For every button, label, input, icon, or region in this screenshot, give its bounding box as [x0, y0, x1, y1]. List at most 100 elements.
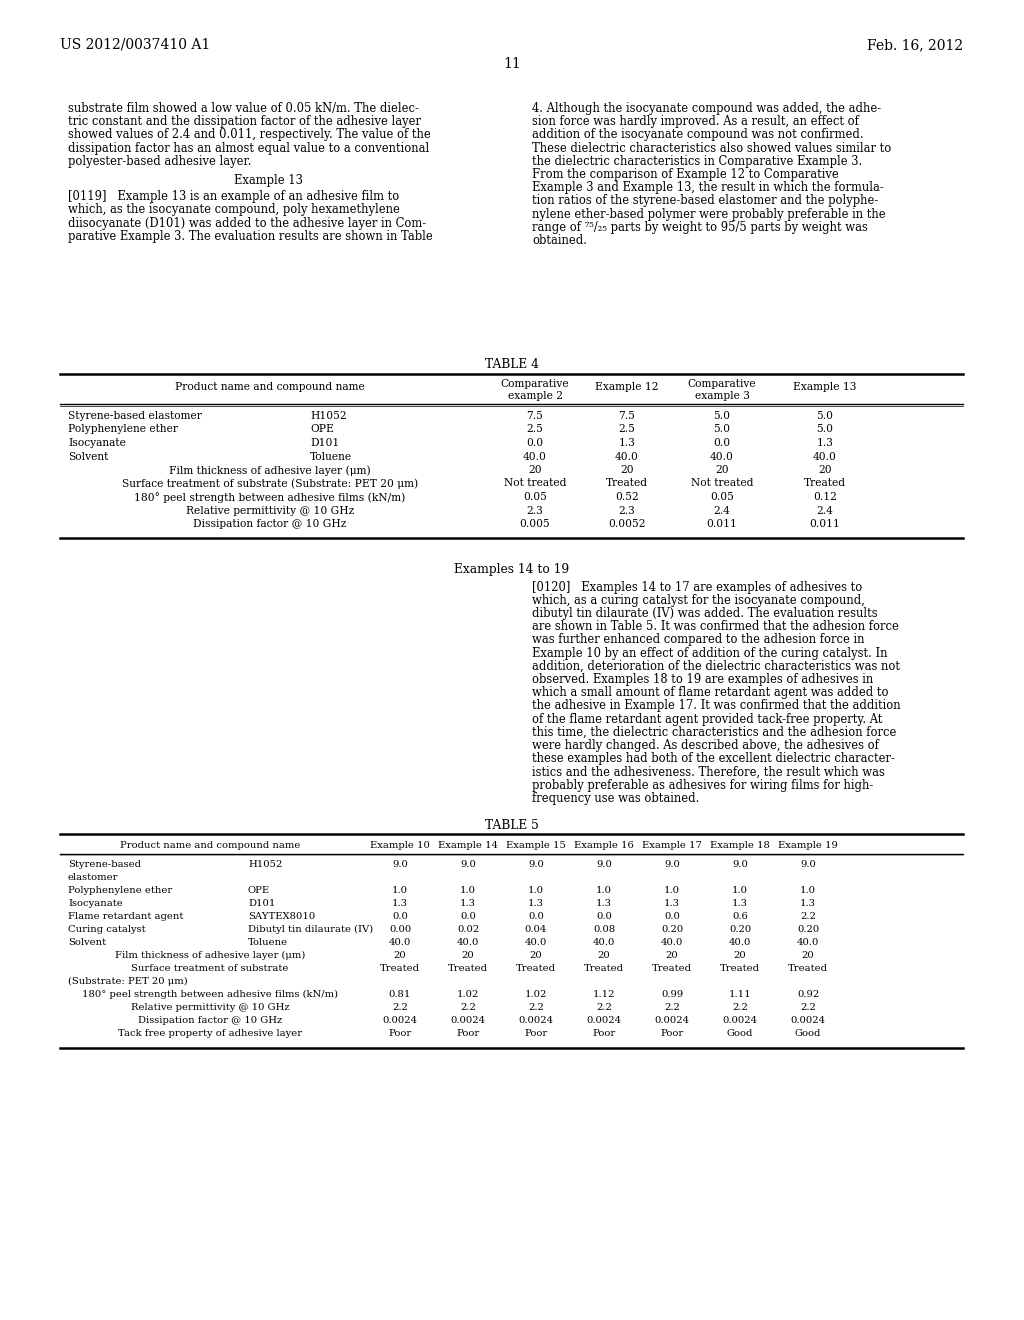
Text: 7.5: 7.5	[526, 411, 544, 421]
Text: 40.0: 40.0	[813, 451, 837, 462]
Text: addition of the isocyanate compound was not confirmed.: addition of the isocyanate compound was …	[532, 128, 863, 141]
Text: tion ratios of the styrene-based elastomer and the polyphe-: tion ratios of the styrene-based elastom…	[532, 194, 879, 207]
Text: (Substrate: PET 20 μm): (Substrate: PET 20 μm)	[68, 977, 187, 986]
Text: 40.0: 40.0	[615, 451, 639, 462]
Text: 1.3: 1.3	[528, 899, 544, 908]
Text: addition, deterioration of the dielectric characteristics was not: addition, deterioration of the dielectri…	[532, 660, 900, 673]
Text: 9.0: 9.0	[800, 859, 816, 869]
Text: Film thickness of adhesive layer (μm): Film thickness of adhesive layer (μm)	[115, 950, 305, 960]
Text: Poor: Poor	[524, 1028, 548, 1038]
Text: which, as the isocyanate compound, poly hexamethylene: which, as the isocyanate compound, poly …	[68, 203, 400, 216]
Text: 2.5: 2.5	[526, 425, 544, 434]
Text: 9.0: 9.0	[664, 859, 680, 869]
Text: 9.0: 9.0	[460, 859, 476, 869]
Text: 2.2: 2.2	[528, 1003, 544, 1012]
Text: which, as a curing catalyst for the isocyanate compound,: which, as a curing catalyst for the isoc…	[532, 594, 865, 607]
Text: 0.0052: 0.0052	[608, 519, 646, 529]
Text: 1.0: 1.0	[528, 886, 544, 895]
Text: 20: 20	[666, 950, 678, 960]
Text: Treated: Treated	[449, 964, 488, 973]
Text: [0120]   Examples 14 to 17 are examples of adhesives to: [0120] Examples 14 to 17 are examples of…	[532, 581, 862, 594]
Text: TABLE 4: TABLE 4	[485, 358, 539, 371]
Text: 2.4: 2.4	[714, 506, 730, 516]
Text: 1.3: 1.3	[732, 899, 748, 908]
Text: 0.52: 0.52	[615, 492, 639, 502]
Text: Example 12: Example 12	[595, 381, 658, 392]
Text: 9.0: 9.0	[732, 859, 748, 869]
Text: 20: 20	[715, 465, 729, 475]
Text: Poor: Poor	[457, 1028, 479, 1038]
Text: 0.92: 0.92	[797, 990, 819, 999]
Text: Example 14: Example 14	[438, 841, 498, 850]
Text: frequency use was obtained.: frequency use was obtained.	[532, 792, 699, 805]
Text: 0.0024: 0.0024	[791, 1016, 825, 1024]
Text: Product name and compound name: Product name and compound name	[175, 381, 365, 392]
Text: 40.0: 40.0	[710, 451, 734, 462]
Text: 0.81: 0.81	[389, 990, 412, 999]
Text: Poor: Poor	[660, 1028, 684, 1038]
Text: 40.0: 40.0	[593, 939, 615, 946]
Text: sion force was hardly improved. As a result, an effect of: sion force was hardly improved. As a res…	[532, 115, 859, 128]
Text: 9.0: 9.0	[392, 859, 408, 869]
Text: 1.3: 1.3	[618, 438, 636, 447]
Text: Poor: Poor	[388, 1028, 412, 1038]
Text: 20: 20	[733, 950, 746, 960]
Text: Film thickness of adhesive layer (μm): Film thickness of adhesive layer (μm)	[169, 465, 371, 475]
Text: dibutyl tin dilaurate (IV) was added. The evaluation results: dibutyl tin dilaurate (IV) was added. Th…	[532, 607, 878, 620]
Text: which a small amount of flame retardant agent was added to: which a small amount of flame retardant …	[532, 686, 889, 700]
Text: 0.011: 0.011	[810, 519, 841, 529]
Text: 0.0024: 0.0024	[518, 1016, 554, 1024]
Text: these examples had both of the excellent dielectric character-: these examples had both of the excellent…	[532, 752, 895, 766]
Text: Tack free property of adhesive layer: Tack free property of adhesive layer	[118, 1028, 302, 1038]
Text: 0.0: 0.0	[596, 912, 612, 921]
Text: 1.3: 1.3	[800, 899, 816, 908]
Text: 2.2: 2.2	[732, 1003, 748, 1012]
Text: tric constant and the dissipation factor of the adhesive layer: tric constant and the dissipation factor…	[68, 115, 421, 128]
Text: Treated: Treated	[652, 964, 692, 973]
Text: 0.04: 0.04	[525, 925, 547, 935]
Text: [0119]   Example 13 is an example of an adhesive film to: [0119] Example 13 is an example of an ad…	[68, 190, 399, 203]
Text: 40.0: 40.0	[660, 939, 683, 946]
Text: Example 13: Example 13	[233, 174, 302, 187]
Text: obtained.: obtained.	[532, 234, 587, 247]
Text: Polyphenylene ether: Polyphenylene ether	[68, 425, 178, 434]
Text: 0.08: 0.08	[593, 925, 615, 935]
Text: 20: 20	[818, 465, 831, 475]
Text: Isocyanate: Isocyanate	[68, 438, 126, 447]
Text: example 3: example 3	[694, 391, 750, 401]
Text: 2.2: 2.2	[664, 1003, 680, 1012]
Text: substrate film showed a low value of 0.05 kN/m. The dielec-: substrate film showed a low value of 0.0…	[68, 102, 419, 115]
Text: 0.0024: 0.0024	[382, 1016, 418, 1024]
Text: 40.0: 40.0	[729, 939, 752, 946]
Text: dissipation factor has an almost equal value to a conventional: dissipation factor has an almost equal v…	[68, 141, 429, 154]
Text: Example 10: Example 10	[370, 841, 430, 850]
Text: Good: Good	[727, 1028, 754, 1038]
Text: 2.3: 2.3	[618, 506, 635, 516]
Text: Dissipation factor @ 10 GHz: Dissipation factor @ 10 GHz	[138, 1016, 283, 1024]
Text: TABLE 5: TABLE 5	[485, 818, 539, 832]
Text: 1.11: 1.11	[729, 990, 752, 999]
Text: 2.4: 2.4	[816, 506, 834, 516]
Text: were hardly changed. As described above, the adhesives of: were hardly changed. As described above,…	[532, 739, 879, 752]
Text: Example 16: Example 16	[574, 841, 634, 850]
Text: Good: Good	[795, 1028, 821, 1038]
Text: 0.0: 0.0	[460, 912, 476, 921]
Text: 0.20: 0.20	[660, 925, 683, 935]
Text: Comparative: Comparative	[688, 379, 757, 389]
Text: 1.3: 1.3	[596, 899, 612, 908]
Text: are shown in Table 5. It was confirmed that the adhesion force: are shown in Table 5. It was confirmed t…	[532, 620, 899, 634]
Text: 0.02: 0.02	[457, 925, 479, 935]
Text: polyester-based adhesive layer.: polyester-based adhesive layer.	[68, 154, 252, 168]
Text: observed. Examples 18 to 19 are examples of adhesives in: observed. Examples 18 to 19 are examples…	[532, 673, 873, 686]
Text: 0.005: 0.005	[519, 519, 550, 529]
Text: 0.0: 0.0	[526, 438, 544, 447]
Text: Relative permittivity @ 10 GHz: Relative permittivity @ 10 GHz	[186, 506, 354, 516]
Text: 2.2: 2.2	[460, 1003, 476, 1012]
Text: 11: 11	[503, 57, 521, 71]
Text: 20: 20	[462, 950, 474, 960]
Text: Treated: Treated	[804, 479, 846, 488]
Text: 1.02: 1.02	[457, 990, 479, 999]
Text: diisocyanate (D101) was added to the adhesive layer in Com-: diisocyanate (D101) was added to the adh…	[68, 216, 426, 230]
Text: 5.0: 5.0	[714, 425, 730, 434]
Text: Poor: Poor	[592, 1028, 615, 1038]
